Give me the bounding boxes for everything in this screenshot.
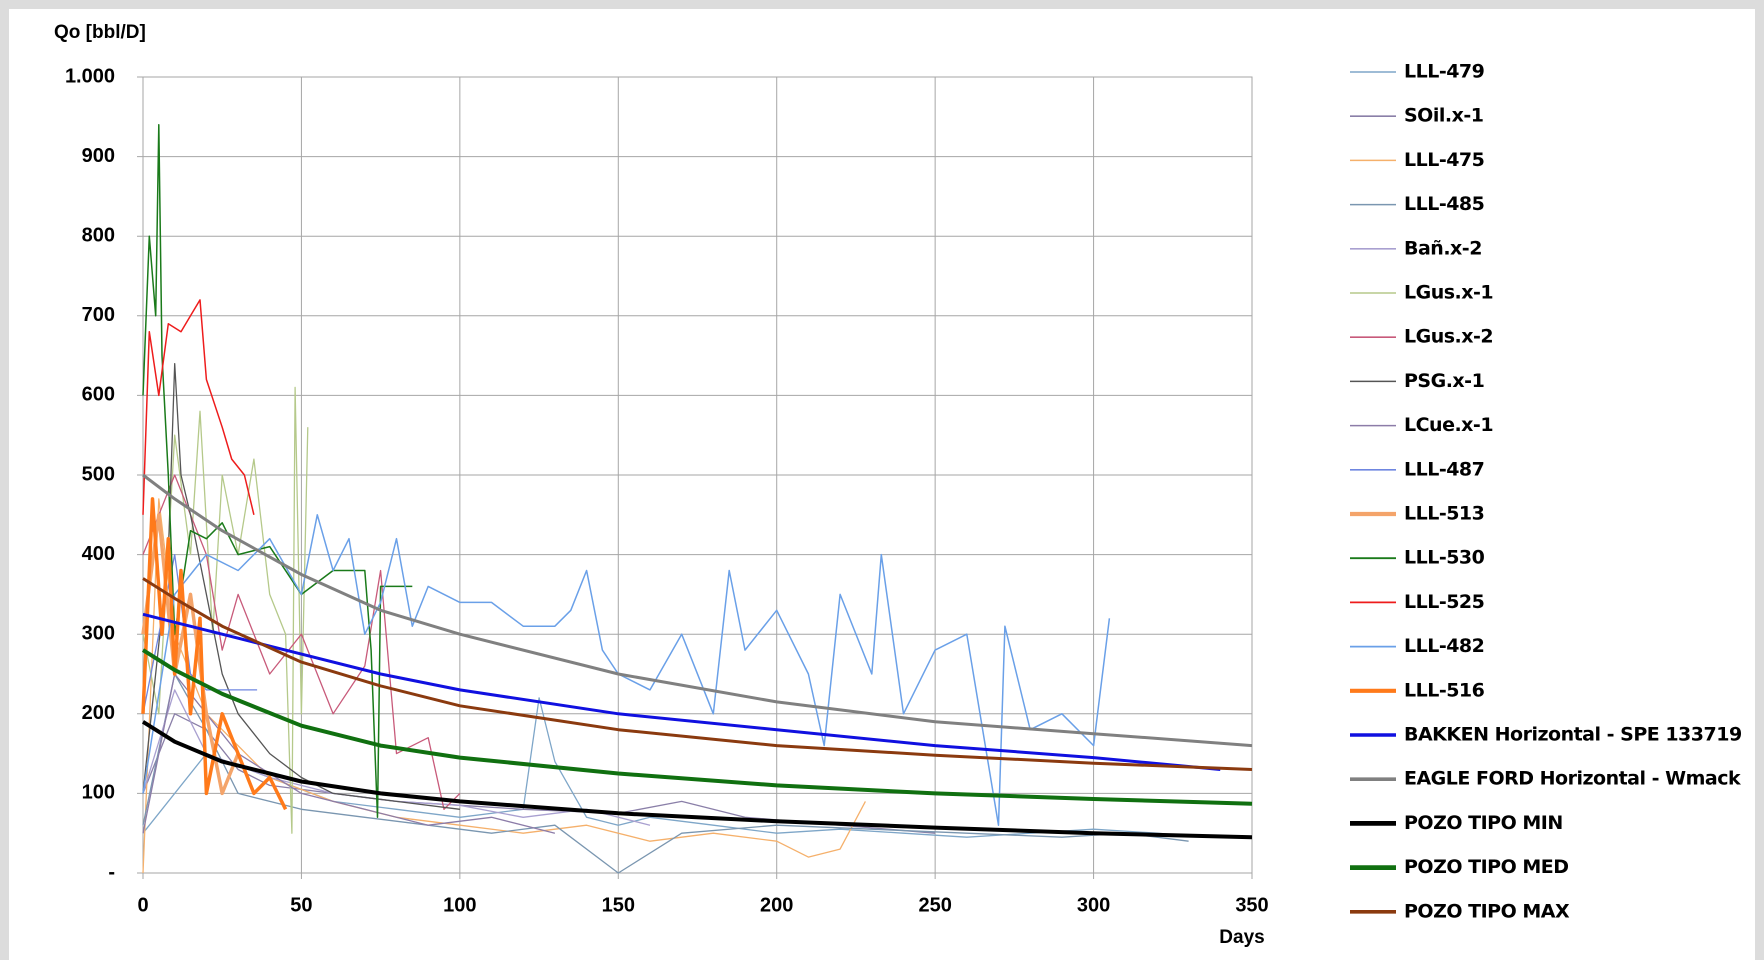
legend-label: PSG.x-1 bbox=[1404, 370, 1484, 392]
y-tick-label: 100 bbox=[82, 782, 115, 804]
y-tick-label: 500 bbox=[82, 463, 115, 485]
x-axis-title: Days bbox=[1219, 927, 1264, 948]
y-tick-label: 300 bbox=[82, 622, 115, 644]
series-line bbox=[142, 577, 1253, 771]
chart-panel bbox=[9, 9, 1755, 960]
legend-label: LLL-485 bbox=[1404, 193, 1484, 215]
legend-label: LLL-482 bbox=[1404, 635, 1484, 657]
y-tick-label: 900 bbox=[82, 145, 115, 167]
series-line bbox=[142, 612, 1221, 771]
series-line bbox=[142, 299, 255, 515]
series-line bbox=[142, 124, 413, 819]
x-tick-label: 300 bbox=[1077, 894, 1110, 916]
legend-label: LLL-516 bbox=[1404, 679, 1485, 701]
series-line bbox=[141, 513, 240, 796]
x-tick-label: 250 bbox=[918, 894, 951, 916]
y-tick-label: 800 bbox=[82, 224, 115, 246]
legend-label: LGus.x-1 bbox=[1404, 282, 1493, 304]
legend-label: SOil.x-1 bbox=[1404, 105, 1483, 127]
x-tick-label: 200 bbox=[760, 894, 793, 916]
x-tick-label: 0 bbox=[137, 894, 148, 916]
x-tick-label: 50 bbox=[290, 894, 312, 916]
y-tick-label: 1.000 bbox=[65, 65, 115, 87]
legend-label: LLL-475 bbox=[1404, 149, 1484, 171]
y-tick-label: - bbox=[108, 861, 115, 883]
legend-label: LCue.x-1 bbox=[1404, 414, 1493, 436]
legend-label: POZO TIPO MED bbox=[1404, 856, 1569, 878]
y-tick-label: 700 bbox=[82, 304, 115, 326]
series-line bbox=[142, 474, 461, 810]
legend-label: BAKKEN Horizontal - SPE 133719 bbox=[1404, 724, 1742, 746]
series-line bbox=[141, 648, 1253, 806]
y-axis-title: Qo [bbl/D] bbox=[54, 22, 146, 43]
series-line bbox=[141, 720, 1253, 840]
legend-label: LLL-513 bbox=[1404, 503, 1484, 525]
y-tick-label: 200 bbox=[82, 702, 115, 724]
legend-label: POZO TIPO MAX bbox=[1404, 900, 1570, 922]
legend-label: Bañ.x-2 bbox=[1404, 237, 1482, 259]
legend-label: POZO TIPO MIN bbox=[1404, 812, 1563, 834]
legend-label: LGus.x-2 bbox=[1404, 326, 1493, 348]
series-line bbox=[142, 673, 1189, 874]
y-tick-label: 600 bbox=[82, 384, 115, 406]
x-tick-label: 150 bbox=[602, 894, 635, 916]
legend-label: LLL-479 bbox=[1404, 61, 1484, 83]
legend-label: EAGLE FORD Horizontal - Wmack bbox=[1404, 768, 1741, 790]
series-line bbox=[142, 673, 556, 834]
series-line bbox=[142, 514, 1111, 826]
x-tick-label: 100 bbox=[443, 894, 476, 916]
y-tick-label: 400 bbox=[82, 543, 115, 565]
x-tick-label: 350 bbox=[1235, 894, 1268, 916]
legend-label: LLL-487 bbox=[1404, 458, 1484, 480]
legend-label: LLL-530 bbox=[1404, 547, 1485, 569]
series-line bbox=[142, 473, 1253, 748]
legend-label: LLL-525 bbox=[1404, 591, 1484, 613]
series-line bbox=[142, 362, 460, 810]
